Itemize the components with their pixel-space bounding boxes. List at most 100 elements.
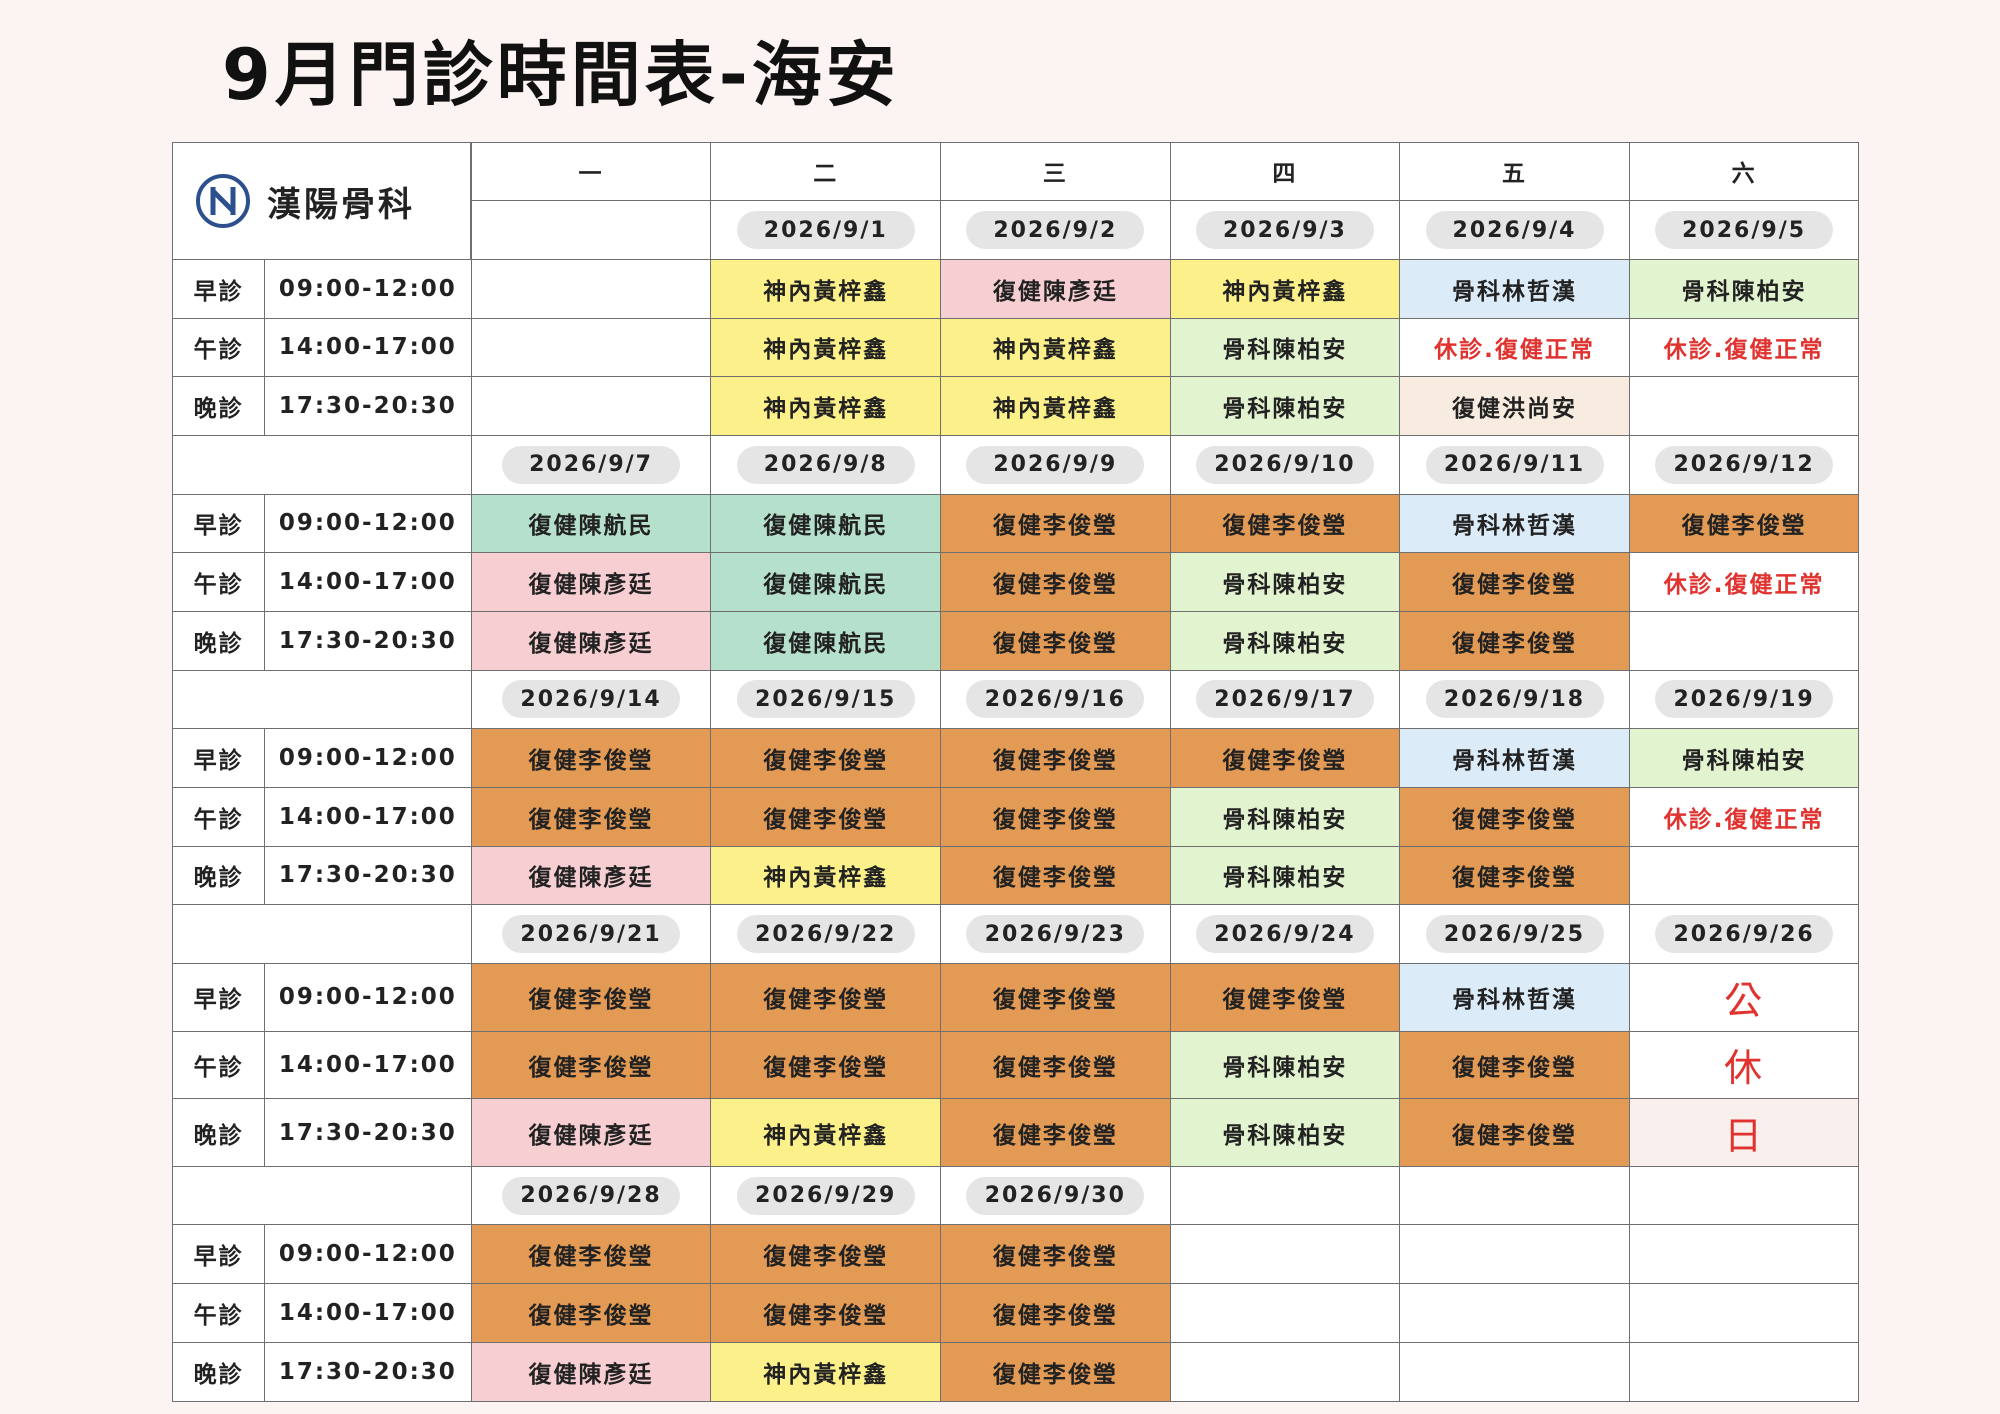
date-cell: 2026/9/24: [1169, 904, 1401, 964]
doctor-cell: 神內黃梓鑫: [710, 376, 942, 436]
empty-cell: [1628, 1283, 1860, 1343]
date-cell: [1399, 1165, 1630, 1226]
doctor-cell: 復健洪尚安: [1399, 376, 1630, 436]
doctor-cell: 骨科陳柏安: [1169, 786, 1401, 847]
date-pill: 2026/9/10: [1195, 445, 1374, 484]
session-time: 17:30-20:30: [264, 845, 472, 906]
doctor-cell: 骨科陳柏安: [1169, 317, 1401, 378]
session-name: 午診: [172, 317, 266, 378]
session-name: 晚診: [172, 845, 266, 906]
date-cell: 2026/9/4: [1399, 200, 1630, 260]
empty-cell: [470, 376, 712, 436]
date-cell: [470, 200, 712, 260]
date-cell: 2026/9/15: [710, 669, 942, 730]
date-pill: 2026/9/7: [502, 445, 681, 484]
doctor-cell: 復健李俊瑩: [1169, 728, 1401, 788]
date-pill: 2026/9/14: [502, 680, 681, 719]
doctor-cell: 骨科陳柏安: [1169, 376, 1401, 436]
doctor-cell: 神內黃梓鑫: [710, 258, 942, 319]
doctor-cell: 復健李俊瑩: [710, 1283, 942, 1343]
doctor-cell: 復健李俊瑩: [1399, 552, 1630, 612]
doctor-cell: 復健李俊瑩: [470, 1030, 712, 1100]
doctor-cell: 復健李俊瑩: [940, 845, 1171, 906]
doctor-cell: 復健陳彥廷: [470, 1341, 712, 1402]
empty-cell: [1628, 610, 1860, 671]
empty-cell: [1628, 1341, 1860, 1402]
date-cell: 2026/9/25: [1399, 904, 1630, 964]
session-name: 午診: [172, 1283, 266, 1343]
empty-cell: [470, 317, 712, 378]
date-pill: 2026/9/17: [1195, 680, 1374, 719]
empty-cell: [1399, 1224, 1630, 1285]
session-name: 午診: [172, 786, 266, 847]
doctor-cell: 復健陳彥廷: [470, 610, 712, 671]
date-cell: 2026/9/18: [1399, 669, 1630, 730]
empty-cell: [1628, 1224, 1860, 1285]
doctor-cell: 神內黃梓鑫: [710, 1098, 942, 1167]
doctor-cell: 骨科陳柏安: [1169, 552, 1401, 612]
doctor-cell: 復健李俊瑩: [1399, 786, 1630, 847]
doctor-cell: 休診.復健正常: [1628, 786, 1860, 847]
doctor-cell: 骨科陳柏安: [1169, 845, 1401, 906]
date-pill: 2026/9/12: [1655, 445, 1834, 484]
empty-cell: [470, 258, 712, 319]
doctor-cell: 復健陳彥廷: [470, 552, 712, 612]
doctor-cell: 復健李俊瑩: [940, 1030, 1171, 1100]
doctor-cell: 復健李俊瑩: [710, 1224, 942, 1285]
doctor-cell: 復健李俊瑩: [1399, 610, 1630, 671]
date-cell: 2026/9/10: [1169, 434, 1401, 495]
date-cell: 2026/9/5: [1628, 200, 1860, 260]
weekday-header: 三: [940, 141, 1171, 202]
date-cell: 2026/9/14: [470, 669, 712, 730]
doctor-cell: 日: [1628, 1098, 1860, 1167]
date-pill: 2026/9/4: [1425, 211, 1604, 250]
date-cell: 2026/9/28: [470, 1165, 712, 1226]
date-cell: [1169, 1165, 1401, 1226]
blank-cell: [172, 669, 472, 730]
date-cell: 2026/9/1: [710, 200, 942, 260]
weekday-header: 四: [1169, 141, 1401, 202]
date-pill: 2026/9/29: [736, 1176, 915, 1215]
logo-text: 漢陽骨科: [267, 184, 415, 225]
date-cell: 2026/9/23: [940, 904, 1171, 964]
session-time: 09:00-12:00: [264, 258, 472, 319]
date-pill: 2026/9/28: [502, 1176, 681, 1215]
date-cell: 2026/9/26: [1628, 904, 1860, 964]
doctor-cell: 復健李俊瑩: [710, 963, 942, 1032]
empty-cell: [1399, 1283, 1630, 1343]
doctor-cell: 復健李俊瑩: [470, 728, 712, 788]
date-pill: 2026/9/9: [966, 445, 1145, 484]
date-pill: 2026/9/26: [1655, 915, 1834, 954]
doctor-cell: 復健陳彥廷: [940, 258, 1171, 319]
session-time: 17:30-20:30: [264, 610, 472, 671]
doctor-cell: 復健李俊瑩: [710, 1030, 942, 1100]
doctor-cell: 復健李俊瑩: [710, 786, 942, 847]
date-cell: 2026/9/29: [710, 1165, 942, 1226]
date-pill: 2026/9/5: [1655, 211, 1834, 250]
session-name: 早診: [172, 493, 266, 554]
date-pill: 2026/9/23: [966, 915, 1145, 954]
date-cell: 2026/9/17: [1169, 669, 1401, 730]
doctor-cell: 復健李俊瑩: [1169, 963, 1401, 1032]
doctor-cell: 復健李俊瑩: [940, 493, 1171, 554]
date-pill: 2026/9/2: [966, 211, 1145, 250]
doctor-cell: 神內黃梓鑫: [1169, 258, 1401, 319]
doctor-cell: 復健李俊瑩: [1628, 493, 1860, 554]
doctor-cell: 復健李俊瑩: [1399, 1098, 1630, 1167]
date-pill: 2026/9/15: [736, 680, 915, 719]
date-pill: 2026/9/24: [1195, 915, 1374, 954]
session-time: 14:00-17:00: [264, 552, 472, 612]
date-pill: 2026/9/16: [966, 680, 1145, 719]
session-name: 早診: [172, 258, 266, 319]
doctor-cell: 復健李俊瑩: [940, 552, 1171, 612]
empty-cell: [1628, 845, 1860, 906]
doctor-cell: 骨科陳柏安: [1169, 610, 1401, 671]
doctor-cell: 復健李俊瑩: [940, 1224, 1171, 1285]
session-name: 晚診: [172, 376, 266, 436]
doctor-cell: 復健李俊瑩: [940, 610, 1171, 671]
doctor-cell: 骨科陳柏安: [1169, 1098, 1401, 1167]
doctor-cell: 復健李俊瑩: [470, 786, 712, 847]
date-cell: 2026/9/16: [940, 669, 1171, 730]
